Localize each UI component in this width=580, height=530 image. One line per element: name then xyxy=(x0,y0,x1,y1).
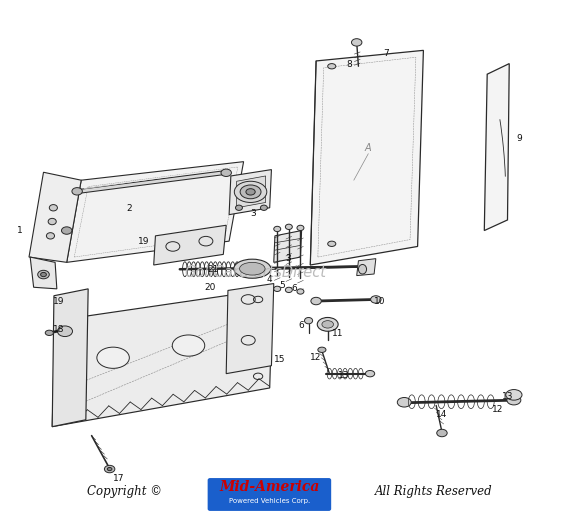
Ellipse shape xyxy=(72,188,82,195)
Ellipse shape xyxy=(234,259,271,278)
Ellipse shape xyxy=(209,480,331,509)
Text: 6: 6 xyxy=(291,285,297,293)
Text: A: A xyxy=(365,144,372,153)
Polygon shape xyxy=(237,176,266,208)
Text: 2: 2 xyxy=(126,205,132,213)
Polygon shape xyxy=(229,170,271,215)
Ellipse shape xyxy=(328,241,336,246)
Text: 20: 20 xyxy=(204,283,216,292)
Ellipse shape xyxy=(49,205,57,211)
Ellipse shape xyxy=(61,227,72,234)
Text: Copyright ©: Copyright © xyxy=(87,485,162,498)
Ellipse shape xyxy=(397,398,411,407)
Text: 13: 13 xyxy=(338,371,349,379)
Ellipse shape xyxy=(107,467,112,471)
Polygon shape xyxy=(29,172,81,262)
Text: 6: 6 xyxy=(298,322,304,330)
Text: 1: 1 xyxy=(17,226,23,235)
Polygon shape xyxy=(274,231,302,262)
Ellipse shape xyxy=(437,429,447,437)
Text: 18: 18 xyxy=(53,325,65,334)
Ellipse shape xyxy=(297,225,304,231)
Ellipse shape xyxy=(274,226,281,232)
Polygon shape xyxy=(310,50,423,265)
Text: Powered Vehicles Corp.: Powered Vehicles Corp. xyxy=(229,498,310,505)
Text: 10: 10 xyxy=(374,297,386,305)
Ellipse shape xyxy=(328,64,336,69)
Ellipse shape xyxy=(274,286,281,292)
Polygon shape xyxy=(226,284,274,374)
Polygon shape xyxy=(484,64,509,231)
Text: 21: 21 xyxy=(208,265,219,273)
Ellipse shape xyxy=(57,326,72,337)
Ellipse shape xyxy=(235,205,242,210)
Text: 15: 15 xyxy=(274,355,285,364)
Ellipse shape xyxy=(322,321,334,328)
Ellipse shape xyxy=(317,317,338,331)
Ellipse shape xyxy=(221,169,231,176)
Text: All Rights Reserved: All Rights Reserved xyxy=(375,485,492,498)
Ellipse shape xyxy=(371,296,381,303)
Text: 3: 3 xyxy=(251,209,256,218)
Text: 9: 9 xyxy=(516,135,522,143)
Text: 12: 12 xyxy=(310,354,322,362)
Text: 19: 19 xyxy=(138,237,150,245)
Text: 5: 5 xyxy=(279,281,285,289)
Ellipse shape xyxy=(41,272,46,277)
Polygon shape xyxy=(154,225,226,265)
Ellipse shape xyxy=(104,465,115,473)
Text: 7: 7 xyxy=(383,49,389,57)
Ellipse shape xyxy=(45,330,53,335)
Text: 12: 12 xyxy=(492,405,503,413)
Text: 4: 4 xyxy=(267,276,273,284)
Ellipse shape xyxy=(240,262,265,275)
Text: 17: 17 xyxy=(113,474,125,482)
Polygon shape xyxy=(30,257,57,289)
Text: 3: 3 xyxy=(285,254,291,262)
Text: GolfCartPartsDirect: GolfCartPartsDirect xyxy=(184,266,326,280)
Text: Mid-America: Mid-America xyxy=(219,480,320,494)
Ellipse shape xyxy=(365,370,375,377)
Text: 14: 14 xyxy=(436,410,448,419)
Ellipse shape xyxy=(46,233,55,239)
Text: 13: 13 xyxy=(502,392,513,401)
Polygon shape xyxy=(67,162,244,262)
Ellipse shape xyxy=(311,297,321,305)
Ellipse shape xyxy=(234,181,267,202)
Ellipse shape xyxy=(38,270,49,279)
Ellipse shape xyxy=(172,335,205,356)
Ellipse shape xyxy=(351,39,362,46)
Polygon shape xyxy=(52,289,88,427)
Ellipse shape xyxy=(260,205,267,210)
Ellipse shape xyxy=(358,264,367,274)
Ellipse shape xyxy=(506,390,522,400)
Ellipse shape xyxy=(246,189,255,195)
Ellipse shape xyxy=(240,185,261,199)
FancyBboxPatch shape xyxy=(208,478,331,511)
Ellipse shape xyxy=(48,218,56,225)
Text: 11: 11 xyxy=(332,330,343,338)
Ellipse shape xyxy=(318,347,326,352)
Ellipse shape xyxy=(297,289,304,294)
Ellipse shape xyxy=(285,224,292,229)
Ellipse shape xyxy=(285,287,292,293)
Polygon shape xyxy=(357,259,376,276)
Ellipse shape xyxy=(507,395,521,405)
Text: 8: 8 xyxy=(346,60,352,69)
Ellipse shape xyxy=(304,317,313,324)
Ellipse shape xyxy=(97,347,129,368)
Polygon shape xyxy=(52,289,273,427)
Text: 19: 19 xyxy=(53,297,65,305)
